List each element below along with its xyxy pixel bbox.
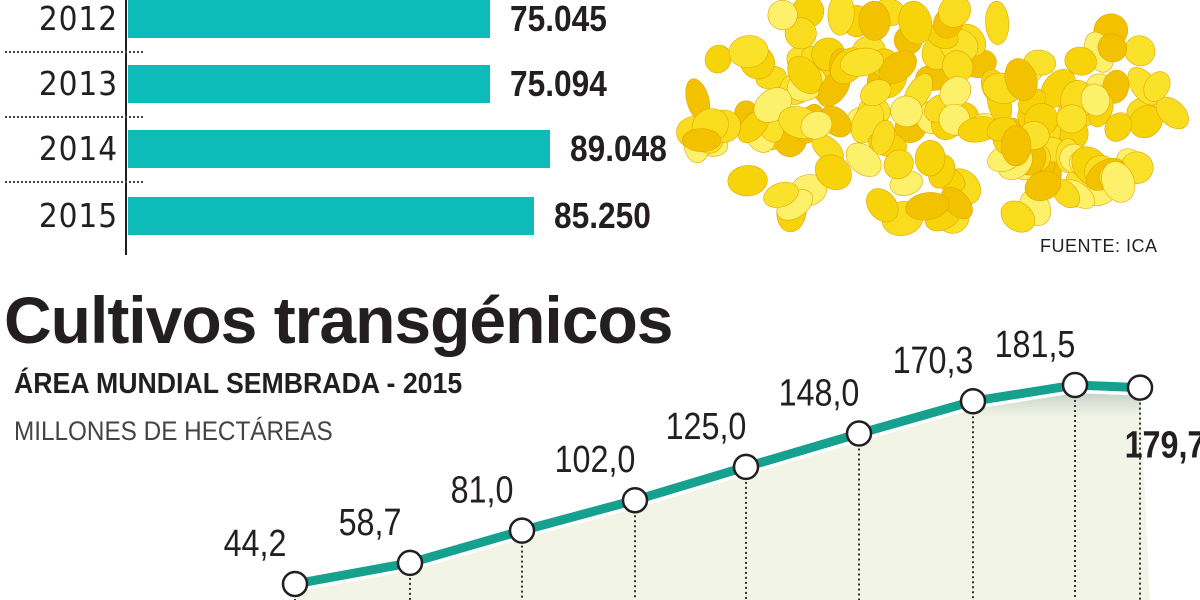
bar-category-label: 2012: [38, 0, 118, 38]
corn-kernel: [898, 0, 933, 45]
data-point: [1126, 374, 1154, 401]
data-label: 58,7: [339, 502, 402, 544]
chart-title: Cultivos transgénicos: [4, 283, 673, 357]
data-label: 102,0: [555, 439, 636, 481]
bar: [128, 65, 491, 103]
corn-kernel: [883, 149, 914, 180]
corn-kernel: [1097, 33, 1128, 63]
corn-kernel: [1124, 35, 1156, 67]
corn-kernel: [940, 186, 973, 220]
corn-kernel: [827, 0, 855, 36]
data-label: 181,5: [995, 324, 1076, 366]
row-separator: [5, 181, 143, 183]
bar-value-label: 85.250: [553, 195, 651, 236]
data-point: [508, 517, 536, 544]
corn-kernel: [1080, 83, 1110, 117]
corn-kernel: [1004, 58, 1038, 101]
corn-kernel: [814, 154, 852, 191]
bar-value-label: 75.094: [510, 63, 608, 104]
chart-subtitle: ÁREA MUNDIAL SEMBRADA - 2015: [14, 368, 463, 400]
corn-kernel: [858, 0, 891, 41]
corn-kernel: [839, 47, 884, 77]
corn-kernel: [704, 44, 732, 74]
source-note: FUENTE: ICA: [1040, 236, 1158, 256]
bar-category-label: 2014: [38, 129, 118, 168]
data-label: 148,0: [779, 372, 860, 414]
data-label: 170,3: [893, 340, 974, 382]
corn-kernel: [1024, 170, 1062, 202]
bar-category-label: 2015: [38, 196, 118, 235]
bar-axis: [125, 0, 127, 255]
corn-kernel: [787, 55, 823, 95]
data-label: 81,0: [451, 469, 514, 511]
row-separator: [5, 51, 143, 53]
corn-kernel: [681, 128, 722, 152]
data-point: [281, 570, 309, 598]
data-point: [396, 549, 424, 577]
data-point: [621, 486, 649, 514]
data-label: 125,0: [666, 405, 747, 447]
data-label: 179,7: [1125, 424, 1200, 466]
corn-kernel: [767, 0, 798, 31]
data-point: [845, 420, 873, 447]
data-point: [1061, 371, 1089, 399]
corn-kernel: [727, 165, 768, 197]
corn-kernels-image: [676, 0, 1189, 236]
corn-kernel: [1000, 200, 1036, 233]
area-fill: [295, 385, 1150, 600]
bar: [128, 0, 491, 38]
corn-kernel: [938, 0, 971, 28]
corn-kernel: [985, 0, 1010, 45]
corn-kernel: [939, 76, 972, 108]
bar: [128, 197, 534, 235]
corn-kernel: [1104, 112, 1132, 142]
bar-value-label: 89.048: [570, 128, 668, 169]
corn-kernel: [860, 79, 892, 107]
corn-kernel: [1056, 104, 1088, 134]
y-axis-label: MILLONES DE HECTÁREAS: [14, 416, 333, 446]
corn-kernel: [800, 111, 833, 140]
corn-kernel: [1143, 71, 1171, 102]
bar: [128, 130, 551, 168]
data-point: [959, 387, 987, 415]
corn-kernel: [763, 181, 799, 208]
bar-value-label: 75.045: [510, 0, 608, 39]
corn-kernel: [1000, 125, 1032, 167]
corn-kernel: [1064, 46, 1097, 76]
corn-kernel: [890, 95, 923, 128]
corn-kernel: [1101, 161, 1136, 203]
row-separator: [5, 116, 143, 118]
corn-kernel: [914, 140, 946, 177]
corn-kernel: [866, 188, 899, 223]
data-label: 44,2: [224, 523, 287, 565]
corn-kernel: [871, 120, 895, 155]
corn-kernel: [728, 35, 769, 68]
bar-category-label: 2013: [38, 64, 118, 103]
corn-kernel: [905, 192, 950, 221]
data-point: [732, 453, 760, 481]
